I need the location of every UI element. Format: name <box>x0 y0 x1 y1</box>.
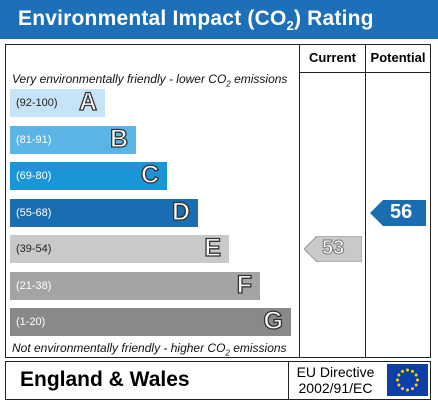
eu-star-icon <box>406 388 409 392</box>
eu-star-icon <box>414 373 418 377</box>
caption-top: Very environmentally friendly - lower CO… <box>12 72 287 88</box>
band-letter: F <box>236 270 253 299</box>
eu-star-icon <box>406 368 409 372</box>
eu-star-icon <box>401 387 404 391</box>
eu-star-icon <box>411 369 414 373</box>
eu-star-icon <box>414 383 418 387</box>
caption-top-sub: 2 <box>226 79 231 89</box>
potential-arrow-shape <box>370 199 426 226</box>
title-tail: ) Rating <box>293 7 374 30</box>
band-b: (81-91) B <box>10 124 136 154</box>
footer-divider <box>288 362 289 399</box>
caption-bottom: Not environmentally friendly - higher CO… <box>12 341 287 357</box>
caption-bottom-text: Not environmentally friendly - higher CO <box>12 341 226 355</box>
directive-line-2: 2002/91/EC <box>298 380 373 396</box>
eu-star-icon <box>401 369 404 373</box>
eu-star-icon <box>416 378 419 382</box>
current-column-header: Current <box>309 50 356 65</box>
title-subscript: 2 <box>286 18 294 34</box>
potential-column-divider <box>365 45 366 357</box>
current-column-divider <box>299 45 300 357</box>
title-main: Environmental Impact (CO <box>18 7 287 30</box>
caption-top-text: Very environmentally friendly - lower CO <box>12 72 227 86</box>
band-letter: E <box>204 233 222 262</box>
band-range-label: (81-91) <box>16 133 52 146</box>
band-a: (92-100) A <box>10 87 105 117</box>
potential-rating-arrow: 56 <box>370 199 426 226</box>
current-arrow-shape <box>304 236 362 262</box>
eu-star-icon <box>397 383 401 387</box>
eu-star-icon <box>411 387 414 391</box>
band-range-label: (55-68) <box>16 206 52 219</box>
band-letter: C <box>140 160 159 189</box>
band-range-label: (69-80) <box>16 170 52 182</box>
eu-directive: EU Directive 2002/91/EC <box>288 364 383 396</box>
directive-line-1: EU Directive <box>296 364 375 380</box>
title-bar: Environmental Impact (CO2) Rating <box>0 0 438 39</box>
band-letter: G <box>263 306 284 335</box>
header-divider <box>300 72 430 73</box>
band-e: (39-54) E <box>10 233 229 263</box>
caption-top-post: emissions <box>230 72 288 86</box>
footer: England & Wales EU Directive 2002/91/EC <box>5 361 431 400</box>
page-title: Environmental Impact (CO2) Rating <box>18 7 374 33</box>
band-range-label: (21-38) <box>16 279 52 292</box>
current-rating-arrow: 53 <box>304 236 362 262</box>
caption-bottom-sub: 2 <box>225 348 230 358</box>
eu-star-icon <box>397 373 401 377</box>
band-letter: B <box>109 124 128 153</box>
current-rating-value: 53 <box>321 237 345 260</box>
band-letter: D <box>171 197 190 226</box>
eu-star-icon <box>396 378 399 382</box>
region-label: England & Wales <box>20 368 190 391</box>
band-letter: A <box>78 87 97 116</box>
potential-column-header: Potential <box>370 50 426 65</box>
band-range-label: (92-100) <box>16 97 58 109</box>
band-d: (55-68) D <box>10 197 198 227</box>
band-range-label: (39-54) <box>16 243 52 255</box>
eu-flag-icon <box>387 364 428 396</box>
caption-bottom-post: emissions <box>229 341 287 355</box>
potential-rating-value: 56 <box>390 200 413 223</box>
band-f: (21-38) F <box>10 270 260 300</box>
band-c: (69-80) C <box>10 160 167 190</box>
band-range-label: (1-20) <box>16 316 46 328</box>
rating-chart: Current Potential Very environmentally f… <box>5 44 431 358</box>
band-g: (1-20) G <box>10 306 291 336</box>
